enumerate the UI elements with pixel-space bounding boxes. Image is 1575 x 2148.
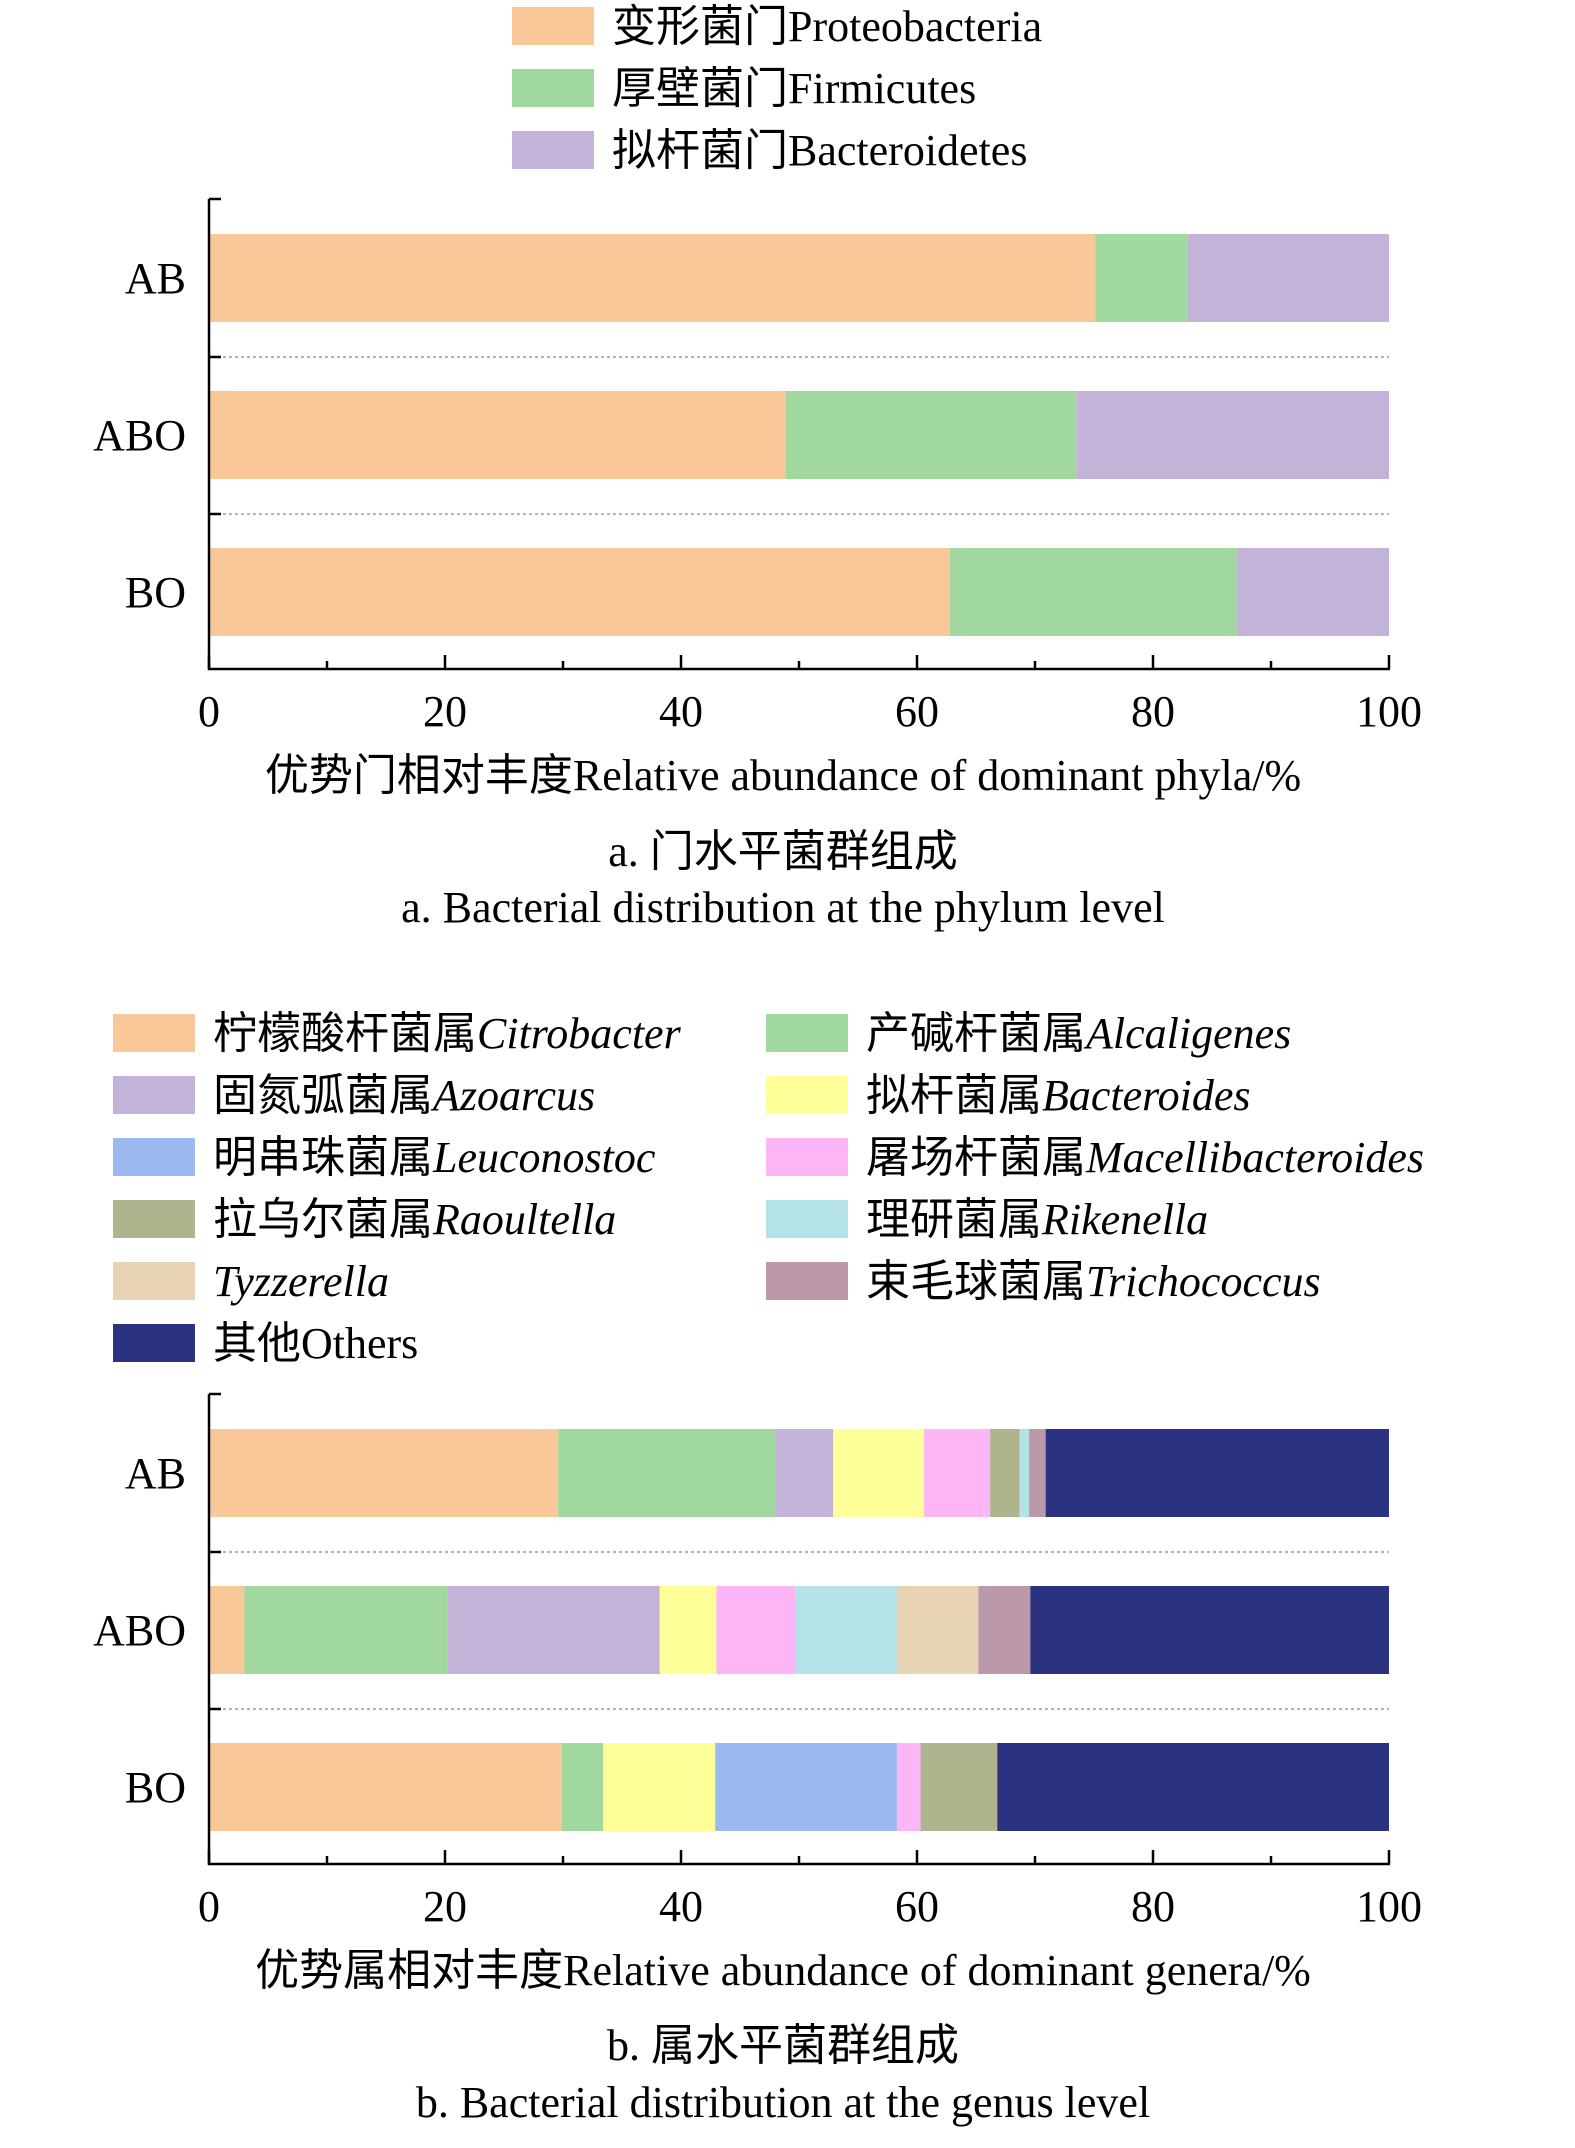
phylum-bar-ab-proteobacteria — [209, 234, 1096, 322]
genus-caption-cn: b. 属水平菌群组成 — [607, 2021, 959, 2070]
genus-bar-abo-bacteroides — [659, 1586, 717, 1674]
genus-bar-ab-macellibacteroides — [924, 1429, 991, 1517]
phylum-bar-abo-firmicutes — [786, 391, 1077, 479]
genus-legend-swatch-bacteroides — [766, 1076, 848, 1114]
phylum-legend-swatch-proteobacteria — [512, 7, 594, 45]
genus-legend-swatch-leuconostoc — [113, 1138, 195, 1176]
genus-legend-label-trichococcus: 束毛球菌属Trichococcus — [866, 1257, 1321, 1306]
phylum-caption-cn: a. 门水平菌群组成 — [608, 827, 958, 876]
phylum-bar-abo-proteobacteria — [209, 391, 787, 479]
genus-bar-ab-rikenella — [1019, 1429, 1030, 1517]
phylum-chart: 变形菌门Proteobacteria 厚壁菌门Firmicutes 拟杆菌门Bact… — [93, 2, 1422, 932]
genus-legend-swatch-citrobacter — [113, 1014, 195, 1052]
phylum-bar-abo-bacteroidetes — [1076, 391, 1389, 479]
phylum-bar-bo-firmicutes — [950, 548, 1237, 636]
phylum-bar-ab-bacteroidetes — [1187, 234, 1389, 322]
genus-legend: 柠檬酸杆菌属Citrobacter 产碱杆菌属Alcaligenes 固氮弧菌属Az… — [113, 1009, 1424, 1368]
phylum-legend-label-bacteroidetes: 拟杆菌门Bacteroidetes — [612, 126, 1027, 175]
genus-legend-swatch-alcaligenes — [766, 1014, 848, 1052]
phylum-x-tick-label-0: 0 — [198, 687, 220, 736]
genus-legend-label-tyzzerella: Tyzzerella — [213, 1257, 389, 1306]
genus-x-tick-label-20: 20 — [423, 1882, 467, 1931]
genus-bar-ab-azoarcus — [775, 1429, 834, 1517]
phylum-legend-swatch-bacteroidetes — [512, 131, 594, 169]
phylum-bar-bo-bacteroidetes — [1236, 548, 1389, 636]
genus-chart: 柠檬酸杆菌属Citrobacter 产碱杆菌属Alcaligenes 固氮弧菌属Az… — [93, 1009, 1424, 2127]
genus-legend-swatch-azoarcus — [113, 1076, 195, 1114]
phylum-legend-label-proteobacteria: 变形菌门Proteobacteria — [612, 2, 1042, 51]
genus-bar-abo-trichococcus — [978, 1586, 1031, 1674]
genus-bar-ab-others — [1045, 1429, 1389, 1517]
genus-legend-swatch-trichococcus — [766, 1262, 848, 1300]
genus-legend-label-macellibacteroides: 屠场杆菌属Macellibacteroides — [866, 1133, 1424, 1182]
phylum-category-label-bo: BO — [125, 568, 186, 617]
genus-bar-abo-tyzzerella — [896, 1586, 979, 1674]
genus-bar-bo-alcaligenes — [561, 1743, 604, 1831]
genus-legend-label-leuconostoc: 明串珠菌属Leuconostoc — [213, 1133, 656, 1182]
phylum-caption-en: a. Bacterial distribution at the phylum … — [401, 883, 1165, 932]
phylum-x-tick-label-80: 80 — [1131, 687, 1175, 736]
genus-legend-swatch-others — [113, 1324, 195, 1362]
phylum-x-axis-label: 优势门相对丰度Relative abundance of dominant ph… — [265, 751, 1301, 800]
genus-legend-label-bacteroides: 拟杆菌属Bacteroides — [866, 1071, 1251, 1120]
genus-caption-en: b. Bacterial distribution at the genus l… — [416, 2078, 1150, 2127]
genus-legend-label-alcaligenes: 产碱杆菌属Alcaligenes — [866, 1009, 1291, 1058]
genus-bar-bo-macellibacteroides — [896, 1743, 921, 1831]
phylum-plot-area: AB ABO BO 0 20 40 60 80 100 — [93, 197, 1422, 736]
genus-bar-ab-alcaligenes — [558, 1429, 776, 1517]
phylum-x-tick-label-60: 60 — [895, 687, 939, 736]
phylum-legend: 变形菌门Proteobacteria 厚壁菌门Firmicutes 拟杆菌门Bact… — [512, 2, 1042, 175]
phylum-category-label-abo: ABO — [93, 411, 186, 460]
genus-bar-abo-macellibacteroides — [716, 1586, 796, 1674]
genus-bar-bo-leuconostoc — [715, 1743, 897, 1831]
genus-x-axis-label: 优势属相对丰度Relative abundance of dominant ge… — [255, 1946, 1311, 1995]
genus-legend-label-azoarcus: 固氮弧菌属Azoarcus — [213, 1071, 595, 1120]
genus-legend-label-others: 其他Others — [213, 1319, 418, 1368]
genus-category-label-bo: BO — [125, 1763, 186, 1812]
genus-bar-bo-bacteroides — [603, 1743, 716, 1831]
genus-legend-label-rikenella: 理研菌属Rikenella — [866, 1195, 1208, 1244]
genus-legend-swatch-tyzzerella — [113, 1262, 195, 1300]
genus-bar-abo-others — [1030, 1586, 1389, 1674]
phylum-legend-swatch-firmicutes — [512, 69, 594, 107]
genus-plot-area: AB ABO BO 0 20 40 60 80 100 — [93, 1392, 1422, 1931]
genus-x-tick-label-80: 80 — [1131, 1882, 1175, 1931]
phylum-bar-ab-firmicutes — [1095, 234, 1188, 322]
genus-bar-abo-alcaligenes — [244, 1586, 448, 1674]
genus-bar-bo-others — [997, 1743, 1389, 1831]
genus-x-tick-label-60: 60 — [895, 1882, 939, 1931]
genus-bar-abo-citrobacter — [209, 1586, 245, 1674]
genus-bar-abo-rikenella — [795, 1586, 897, 1674]
phylum-bar-bo-proteobacteria — [209, 548, 951, 636]
genus-x-tick-label-40: 40 — [659, 1882, 703, 1931]
genus-category-label-abo: ABO — [93, 1606, 186, 1655]
phylum-category-label-ab: AB — [125, 254, 186, 303]
genus-bar-ab-citrobacter — [209, 1429, 559, 1517]
phylum-x-tick-label-20: 20 — [423, 687, 467, 736]
genus-x-tick-label-0: 0 — [198, 1882, 220, 1931]
genus-x-tick-label-100: 100 — [1356, 1882, 1422, 1931]
phylum-legend-label-firmicutes: 厚壁菌门Firmicutes — [612, 64, 976, 113]
genus-bar-bo-raoultella — [920, 1743, 998, 1831]
genus-category-label-ab: AB — [125, 1449, 186, 1498]
genus-bar-ab-trichococcus — [1029, 1429, 1046, 1517]
genus-legend-swatch-macellibacteroides — [766, 1138, 848, 1176]
genus-legend-label-citrobacter: 柠檬酸杆菌属Citrobacter — [213, 1009, 682, 1058]
genus-legend-swatch-rikenella — [766, 1200, 848, 1238]
genus-bar-ab-raoultella — [990, 1429, 1020, 1517]
genus-legend-swatch-raoultella — [113, 1200, 195, 1238]
genus-bar-bo-citrobacter — [209, 1743, 562, 1831]
genus-bar-abo-azoarcus — [447, 1586, 660, 1674]
genus-bar-ab-bacteroides — [833, 1429, 925, 1517]
phylum-x-tick-label-100: 100 — [1356, 687, 1422, 736]
phylum-x-tick-label-40: 40 — [659, 687, 703, 736]
genus-legend-label-raoultella: 拉乌尔菌属Raoultella — [213, 1195, 616, 1244]
